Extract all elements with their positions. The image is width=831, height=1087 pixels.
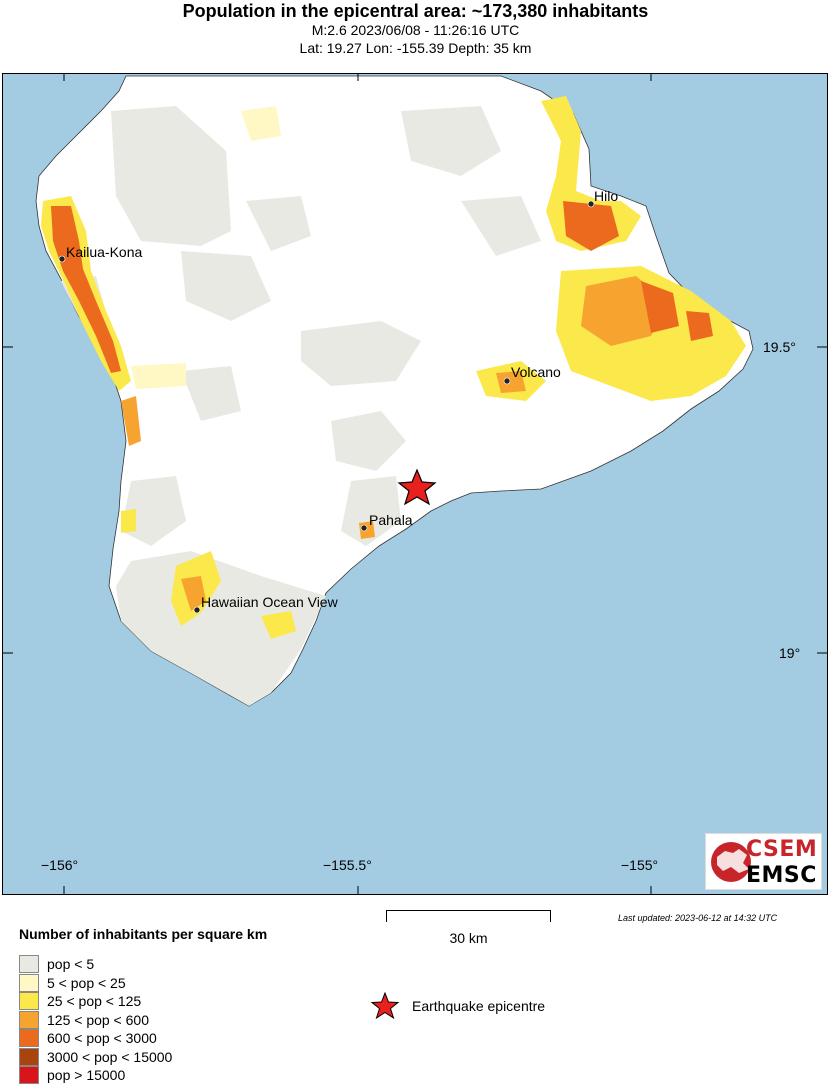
legend-label: pop < 5 xyxy=(47,956,95,973)
epicentre-legend: Earthquake epicentre xyxy=(370,992,545,1020)
legend-label: 5 < pop < 25 xyxy=(47,974,126,991)
legend-label: 125 < pop < 600 xyxy=(47,1011,149,1028)
lon-tick-155-5: −155.5° xyxy=(323,857,372,873)
city-label-kailua-kona: Kailua-Kona xyxy=(66,244,142,260)
legend-swatch xyxy=(19,973,39,992)
legend-item: 3000 < pop < 15000 xyxy=(19,1047,173,1067)
epicentre-star-icon xyxy=(370,992,400,1020)
legend-item: pop < 5 xyxy=(19,955,172,974)
lat-tick-19-5: 19.5° xyxy=(763,339,796,355)
city-markers xyxy=(58,200,595,614)
legend-swatch xyxy=(19,1047,39,1066)
last-updated: Last updated: 2023-06-12 at 14:32 UTC xyxy=(618,913,778,923)
legend-swatch xyxy=(19,992,39,1011)
population-map[interactable]: −156° −155.5° −155° 19.5° 19° Kailua-Kon… xyxy=(2,73,828,895)
graticule xyxy=(3,74,827,894)
hilo-marker xyxy=(587,200,595,208)
legend-label: 25 < pop < 125 xyxy=(47,993,142,1010)
epicenter-star xyxy=(397,468,437,506)
lon-tick-156: −156° xyxy=(41,857,78,873)
legend-item: pop > 15000 xyxy=(19,1066,172,1085)
logo-emsc: EMSC xyxy=(746,863,817,888)
kailua-kona-marker xyxy=(58,255,66,263)
legend-item: 25 < pop < 125 xyxy=(19,992,172,1011)
legend-swatch xyxy=(19,1066,39,1085)
epicentre-legend-label: Earthquake epicentre xyxy=(412,998,546,1014)
logo-csem: CSEM xyxy=(746,837,818,862)
legend-item: 125 < pop < 600 xyxy=(19,1010,172,1030)
emsc-logo: CSEM EMSC xyxy=(705,833,822,890)
legend-swatch xyxy=(19,1010,39,1029)
legend-label: 3000 < pop < 15000 xyxy=(47,1048,173,1065)
volcano-marker xyxy=(503,377,511,385)
legend-item: 600 < pop < 3000 xyxy=(19,1029,172,1048)
legend-swatch xyxy=(19,1029,39,1048)
event-info: M:2.6 2023/06/08 - 11:26:16 UTC xyxy=(311,22,520,38)
ocean-view-marker xyxy=(193,606,201,614)
city-label-volcano: Volcano xyxy=(511,364,561,380)
event-location: Lat: 19.27 Lon: -155.39 Depth: 35 km xyxy=(299,40,532,56)
legend-item: 5 < pop < 25 xyxy=(19,973,172,993)
city-label-hilo: Hilo xyxy=(594,188,618,204)
scale-bar xyxy=(386,910,551,922)
map-title: Population in the epicentral area: ~173,… xyxy=(182,1,649,21)
pahala-marker xyxy=(360,524,368,532)
population-legend: pop < 5 5 < pop < 25 25 < pop < 125 125 … xyxy=(19,955,172,1085)
populated-areas xyxy=(41,96,746,639)
legend-label: 600 < pop < 3000 xyxy=(47,1030,157,1047)
legend-label: pop > 15000 xyxy=(47,1067,126,1084)
city-label-pahala: Pahala xyxy=(369,512,413,528)
emsc-globe-icon xyxy=(711,842,751,882)
legend-swatch xyxy=(19,955,39,974)
lat-tick-19: 19° xyxy=(779,645,800,661)
legend-title: Number of inhabitants per square km xyxy=(19,926,268,942)
lon-tick-155: −155° xyxy=(621,857,658,873)
city-label-ocean-view: Hawaiian Ocean View xyxy=(201,594,339,610)
scale-label: 30 km xyxy=(449,930,488,946)
